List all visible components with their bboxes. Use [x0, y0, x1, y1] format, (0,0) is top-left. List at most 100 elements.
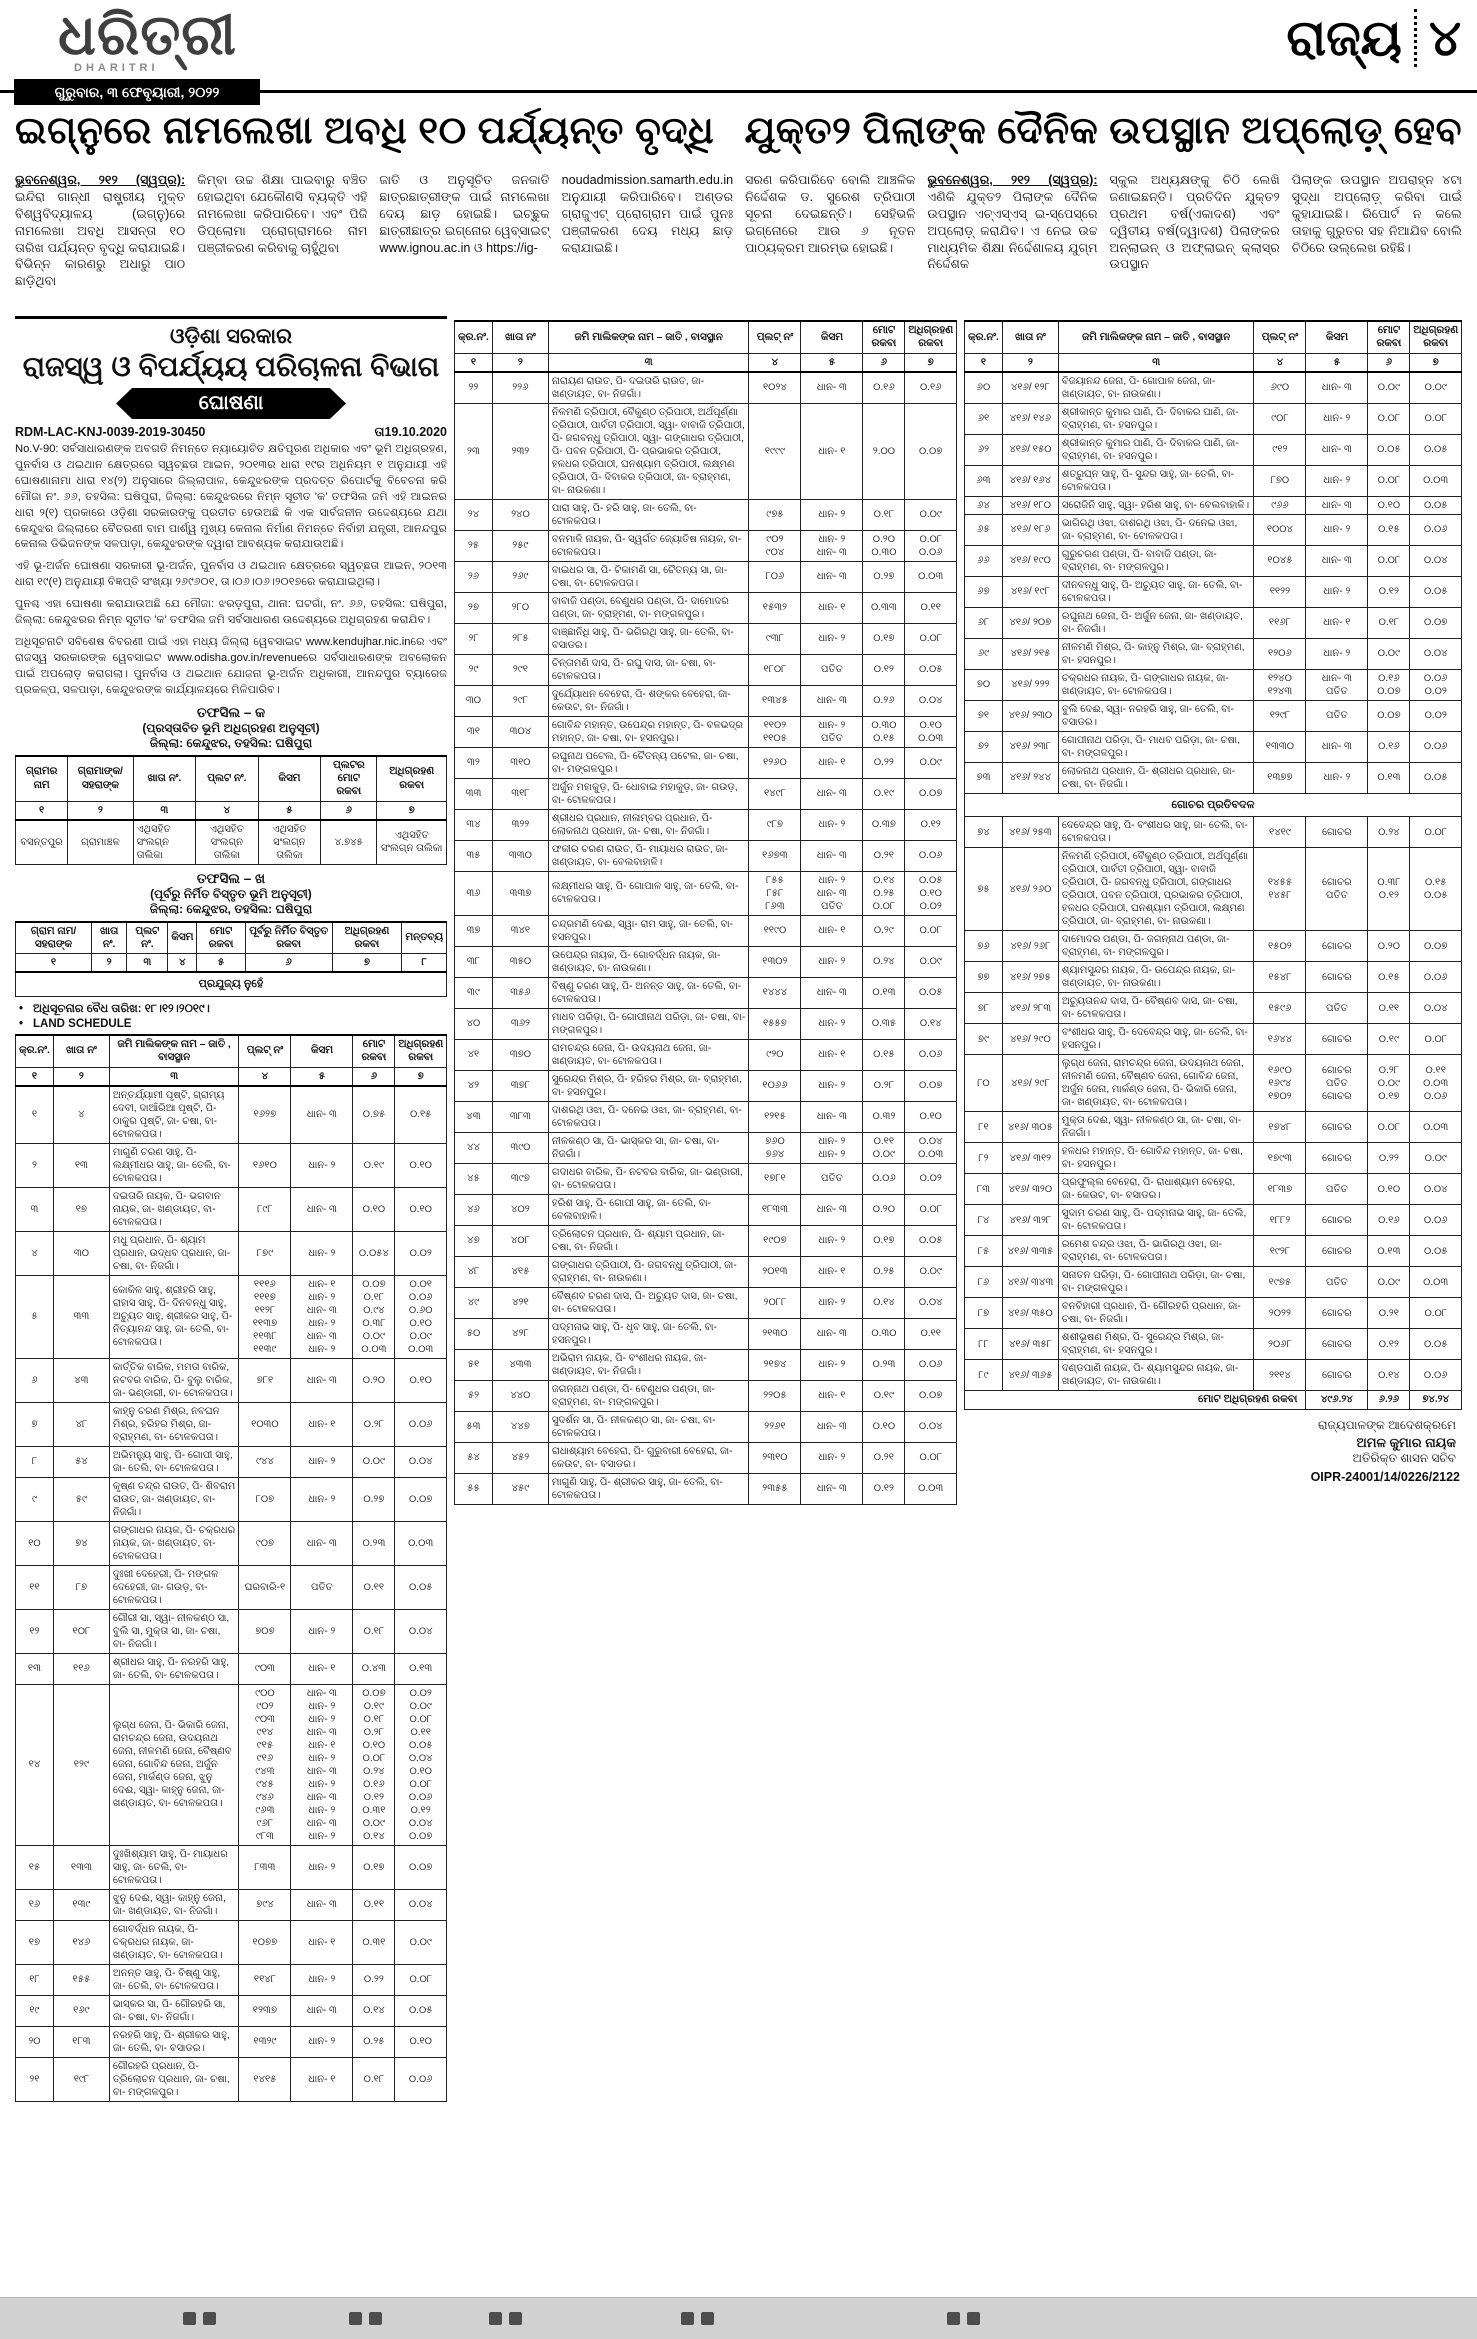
- value-cell: ୦.୦୬: [904, 839, 957, 872]
- value-cell: ୨୦୧୩: [748, 1255, 802, 1288]
- owner-name-cell: ରଘୁନାଥ ପଟେଲ, ପି- ଚୈତନ୍ୟ ପଟେଲ, ଜା- ଚଷା, ବ…: [547, 746, 750, 779]
- column-header-cell: ପ୍ଲଟ ନଂ.: [126, 920, 169, 955]
- value-cell: ୦.୦୭: [904, 777, 957, 810]
- article-text: noudadmission.samarth.edu.in ଅନୁଯାୟୀ କରି…: [561, 173, 734, 255]
- pager-dot[interactable]: [681, 2312, 694, 2325]
- pager-dot[interactable]: [967, 2312, 980, 2325]
- table-row: ୫୩ ୪୪୭ ସୁଦର୍ଶନ ସା, ପି- ନୀଳକଣ୍ଠ ସା, ଜା- ଚଷା…: [454, 1410, 957, 1443]
- value-cell: ୪୨୮: [491, 1317, 549, 1350]
- pager-dot[interactable]: [947, 2312, 960, 2325]
- notice-bullets: ଅଧିସୂଚନାର ବୈଧ ତାରିଖ: ୧୮।୧୨।୨୦୧୯। LAND SC…: [15, 1003, 447, 1030]
- value-cell: ୨୦: [15, 2025, 54, 2058]
- value-cell: ୨୭: [454, 591, 493, 624]
- value-cell: ଧାନ- ୨: [290, 1476, 354, 1522]
- value-cell: ୧୦୩୦: [238, 1401, 292, 1447]
- value-cell: ୦.୦୫ ୦.୧୦ ୦.୦୨: [904, 870, 957, 916]
- value-cell: ୨୨୬୧: [748, 1410, 802, 1443]
- table-row: ମୋଟ ଅଧିଗ୍ରହଣ ରକବା ୪୯୬.୨୪ ୬.୨୬ ୭୪.୨୪: [964, 1390, 1462, 1410]
- schedule-kha-table: ଗ୍ରାମ ନାମ/ ସହରାଙ୍କ ଖାତା ନଂ. ପ୍ଲଟ ନଂ. କିସମ ମୋ…: [15, 920, 447, 997]
- value-cell: ୦.୨୫: [862, 1255, 906, 1288]
- column-number-cell: ୭: [331, 953, 403, 974]
- value-cell: ୩୩୦: [491, 839, 549, 872]
- table-row: ୩୮ ୩୫୦ ଉପେନ୍ଦ୍ର ନାୟକ, ପି- ଗୋବର୍ଦ୍ଧନ ନାୟକ, …: [454, 945, 957, 978]
- table-row: ୭ ୪୮ କାହ୍ନୁ ଚରଣ ମିଶ୍ର, ନବଘନ ମିଶ୍ର, ହରିହର ମ…: [15, 1401, 447, 1447]
- value-cell: ୦.୧୧ ୦.୦୯: [862, 1131, 906, 1164]
- table-row: ୨୨ ୨୨୬ ନାରାୟଣ ରାଉତ, ପି- ଦଇତାରି ରାଉତ, ଜା- ଖ…: [454, 371, 957, 404]
- owner-name-cell: ଗୋପୀନାଥ ପରିଡ଼ା, ପି- ମାଧବ ପରିଡ଼ା, ଜା- ଚଷା…: [1057, 730, 1255, 763]
- value-cell: ୦.୦୯: [904, 945, 957, 978]
- value-cell: ୦.୩୮ ୦.୧୨: [1367, 847, 1411, 932]
- value-cell: ୨୫: [454, 529, 493, 562]
- pager-dot[interactable]: [183, 2312, 196, 2325]
- value-cell: ୩୧୮: [491, 777, 549, 810]
- value-cell: ବସନ୍ତପୁର: [15, 819, 69, 865]
- table-row: ୩୫ ୩୩୦ ଫକୀର ଚରଣ ରାଉତ, ପି- ମାୟାଧର ରାଉତ, ଜା-…: [454, 839, 957, 872]
- land-schedule-table-middle: କ୍ର.ନଂ. ଖାତା ନଂ ଜମି ମାଲିକଙ୍କ ନାମ – ଜାତି , …: [454, 319, 957, 1505]
- value-cell: ୦.୧୬ ୦.୦୭: [1367, 668, 1411, 701]
- value-cell: ଧାନ- ୨: [290, 1230, 354, 1276]
- value-cell: ୦.୦୫: [1367, 433, 1411, 466]
- value-cell: ଗୋଚର: [1305, 1111, 1369, 1144]
- value-cell: ୧୩୪୫: [748, 684, 802, 717]
- pager-dot[interactable]: [349, 2312, 362, 2325]
- value-cell: ୧୪୫୫ ୧୪୫୮: [1253, 847, 1307, 932]
- value-cell: ୦.୨୨: [862, 746, 906, 779]
- table-row: ୭୩ ୪୧୬/ ୨୪୪ ଲୋକନାଥ ପ୍ରଧାନ, ପି- ଶ୍ରୀଧର ପ୍ରଧ…: [964, 761, 1462, 794]
- owner-name-cell: ଲକ୍ଷ୍ମୀଧର ସାହୁ, ପି- ଗୋପାଳ ସାହୁ, ଜା- ତେଲି…: [547, 870, 750, 916]
- value-cell: ୦.୦୬ ୦.୦୨: [1409, 668, 1462, 701]
- pager-dot[interactable]: [489, 2312, 502, 2325]
- column-header-cell: କ୍ର.ନଂ.: [454, 319, 493, 354]
- value-cell: ୪୦: [454, 1007, 493, 1040]
- value-cell: ୧୫୪୮: [1253, 961, 1307, 994]
- value-cell: ଧାନ- ୧: [290, 1652, 354, 1685]
- value-cell: ୧୫୯୬: [1253, 992, 1307, 1025]
- value-cell: ୭୬୦ ୭୬୪: [748, 1131, 802, 1164]
- value-cell: ୧୮୮୨: [1253, 1204, 1307, 1237]
- pager-dot[interactable]: [203, 2312, 216, 2325]
- value-cell: ଧାନ- ୩: [290, 1085, 354, 1144]
- value-cell: ୦.୦୭: [904, 1379, 957, 1412]
- pager-dot[interactable]: [509, 2312, 522, 2325]
- value-cell: ୪୧୬/ ୨୬୦: [1001, 847, 1059, 932]
- oipr-reference: OIPR-24001/14/0226/2122: [1310, 1469, 1460, 1484]
- viewer-bottom-strip: [0, 2297, 1477, 2339]
- total-value-cell: ୬.୨୬: [1367, 1390, 1411, 1410]
- value-cell: ୦.୧୦: [394, 1357, 447, 1403]
- column-number-cell: ୫: [257, 800, 322, 821]
- column-number-cell: ୨: [491, 352, 549, 373]
- value-cell: ୧୮୩୭: [1253, 1173, 1307, 1206]
- section-row-cell: ପ୍ରଯୁଜ୍ୟ ନୁହେଁ: [15, 971, 447, 997]
- value-cell: ୦.୦୮: [1367, 544, 1411, 577]
- value-cell: ଧାନ- ୩: [800, 371, 864, 404]
- value-cell: ୪୧୬/ ୧୯୮: [1001, 575, 1059, 608]
- land-table-header-row: କ୍ର.ନଂ. ଖାତା ନଂ ଜମି ମାଲିକଙ୍କ ନାମ – ଜାତି , …: [454, 319, 957, 354]
- value-cell: ଧାନ- ୩: [290, 1520, 354, 1566]
- value-cell: ଗୋଚର ପତିତ: [1305, 847, 1369, 932]
- pager-dot[interactable]: [369, 2312, 382, 2325]
- value-cell: ୫୪: [52, 1445, 110, 1478]
- value-cell: ୦.୦୮: [1409, 1297, 1462, 1330]
- column-number-cell: ୪: [195, 800, 259, 821]
- column-header-cell: ଗ୍ରାମ ନାମ/ ସହରାଙ୍କ: [15, 920, 92, 955]
- owner-name-cell: ଚନ୍ଦ୍ରମଣି ଦେଈ, ସ୍ୱା- ରାମ ସାହୁ, ଜା- ତେଲି,…: [547, 914, 750, 947]
- value-cell: ୪୧୫: [491, 1255, 549, 1288]
- column-number-cell: ୧: [454, 352, 493, 373]
- value-cell: ୪୨୧: [491, 1286, 549, 1319]
- table-row: ୫ ୩୩ କୋକିଳ ସାହୁ, ଶ୍ରୀହରି ସାହୁ, ରାହାସ ସାହୁ,…: [15, 1274, 447, 1359]
- value-cell: ୦.୦୫: [1409, 433, 1462, 466]
- pager-dot[interactable]: [701, 2312, 714, 2325]
- value-cell: ୪୧: [454, 1038, 493, 1071]
- value-cell: ଧାନ- ୧: [800, 746, 864, 779]
- value-cell: ୩୨୨: [491, 808, 549, 841]
- value-cell: ୫: [15, 1274, 54, 1359]
- value-cell: ୪୧୬/ ୨୩୮: [1001, 730, 1059, 763]
- column-number-cell: ୧: [15, 953, 92, 974]
- value-cell: ୦.୦୪: [904, 684, 957, 717]
- value-cell: ଧାନ- ୩: [1305, 544, 1369, 577]
- value-cell: ୪୦୨: [491, 1193, 549, 1226]
- value-cell: ୮୮: [964, 1328, 1003, 1361]
- table-row: ୬୧ ୪୧୬/ ୧୪୬ ଶ୍ରୀକାନ୍ତ କୁମାର ପାଣି, ପି- ଦିବା…: [964, 402, 1462, 435]
- article-text: ଇନ୍ଦିରା ଗାନ୍ଧୀ ରାଷ୍ଟ୍ରୀୟ ମୁକ୍ତ ବିଶ୍ୱବିଦ୍…: [15, 189, 186, 289]
- column-header-cell: ଗ୍ରାମାଙ୍କ/ ସହରାଙ୍କ: [67, 754, 134, 802]
